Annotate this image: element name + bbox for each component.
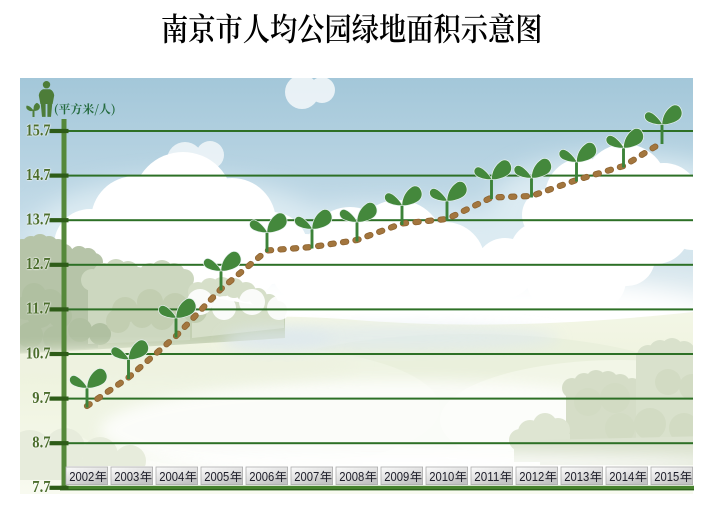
svg-text:2002: 2002 — [69, 469, 94, 484]
svg-text:2012: 2012 — [519, 469, 544, 484]
svg-text:2007: 2007 — [294, 469, 319, 484]
svg-text:2005: 2005 — [204, 469, 229, 484]
svg-text:2004: 2004 — [159, 469, 184, 484]
svg-text:7.7: 7.7 — [32, 477, 51, 496]
svg-text:10.7: 10.7 — [26, 343, 51, 362]
svg-text:2013: 2013 — [564, 469, 589, 484]
svg-text:8.7: 8.7 — [32, 433, 51, 452]
svg-text:2009: 2009 — [384, 469, 409, 484]
svg-text:2015: 2015 — [654, 469, 679, 484]
svg-text:12.7: 12.7 — [26, 254, 51, 273]
svg-text:15.7: 15.7 — [26, 120, 51, 139]
svg-text:2010: 2010 — [429, 469, 454, 484]
svg-text:9.7: 9.7 — [32, 388, 51, 407]
svg-text:2008: 2008 — [339, 469, 364, 484]
svg-text:11.7: 11.7 — [26, 299, 51, 318]
svg-text:14.7: 14.7 — [26, 165, 51, 184]
svg-text:2003: 2003 — [114, 469, 139, 484]
svg-text:2006: 2006 — [249, 469, 274, 484]
svg-text:13.7: 13.7 — [26, 210, 51, 229]
svg-text:2014: 2014 — [609, 469, 634, 484]
svg-text:2011: 2011 — [474, 469, 499, 484]
